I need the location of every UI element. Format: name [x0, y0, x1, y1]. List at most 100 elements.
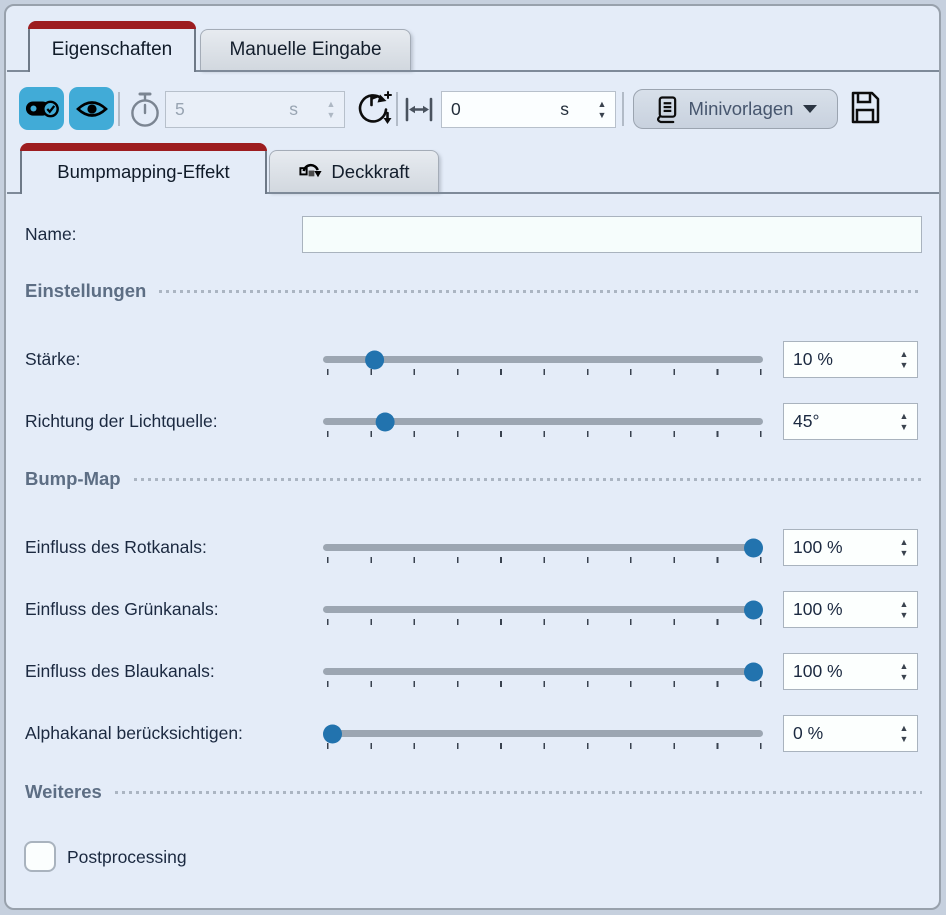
- spin-down-icon[interactable]: ▼: [899, 671, 909, 682]
- spin-down-icon[interactable]: ▼: [326, 109, 336, 120]
- section-dotted-line: [114, 790, 922, 794]
- slider-ticks: [327, 431, 763, 437]
- slider-handle[interactable]: [323, 724, 342, 743]
- tabstrip-divider: [7, 70, 939, 72]
- tab-bumpmapping-effekt[interactable]: Bumpmapping-Effekt: [20, 143, 267, 194]
- chevron-down-icon: [803, 105, 818, 113]
- spin-up-icon[interactable]: ▲: [899, 410, 909, 421]
- spin-up-icon[interactable]: ▲: [597, 98, 607, 109]
- spinbox-spinner: ▲ ▼: [896, 532, 912, 562]
- eye-icon: [75, 97, 108, 121]
- slider-row-alphakanal: Alphakanal berücksichtigen: 0 % ▲ ▼: [0, 713, 946, 757]
- toggle-active-button[interactable]: [19, 87, 64, 130]
- blaukanal-spinbox[interactable]: 100 % ▲ ▼: [783, 653, 918, 690]
- slider-label: Richtung der Lichtquelle:: [25, 411, 218, 431]
- richtung-spinbox[interactable]: 45° ▲ ▼: [783, 403, 918, 440]
- spinbox-value[interactable]: 100 %: [793, 537, 843, 557]
- toolbar-separator: [622, 92, 624, 126]
- toggle-check-icon: [25, 97, 59, 121]
- keyframe-rotate-icon: [298, 159, 323, 185]
- minivorlagen-label: Minivorlagen: [688, 98, 794, 119]
- tab-deckkraft[interactable]: Deckkraft: [269, 150, 439, 192]
- active-tab-accent: [28, 21, 196, 29]
- slider-ticks: [327, 557, 763, 563]
- alphakanal-spinbox[interactable]: 0 % ▲ ▼: [783, 715, 918, 752]
- tab-bumpmapping-effekt-label: Bumpmapping-Effekt: [57, 161, 230, 182]
- duration-field[interactable]: 5 s ▲ ▼: [165, 91, 345, 128]
- rotkanal-slider[interactable]: [323, 538, 763, 557]
- stopwatch-icon: [127, 91, 163, 128]
- slider-handle[interactable]: [744, 538, 763, 557]
- spin-up-icon[interactable]: ▲: [899, 598, 909, 609]
- subtabstrip-divider: [7, 192, 939, 194]
- offset-value[interactable]: 0: [451, 99, 461, 119]
- offset-spinner: ▲ ▼: [594, 94, 610, 124]
- slider-label: Einfluss des Blaukanals:: [25, 661, 215, 681]
- rotkanal-spinbox[interactable]: 100 % ▲ ▼: [783, 529, 918, 566]
- slider-label: Einfluss des Rotkanals:: [25, 537, 207, 557]
- spin-down-icon[interactable]: ▼: [899, 359, 909, 370]
- slider-ticks: [327, 369, 763, 375]
- tab-deckkraft-label: Deckkraft: [331, 160, 410, 182]
- spin-down-icon[interactable]: ▼: [899, 733, 909, 744]
- section-weiteres: Weiteres: [25, 779, 922, 805]
- spinbox-value[interactable]: 100 %: [793, 599, 843, 619]
- minivorlagen-button[interactable]: Minivorlagen: [633, 89, 838, 129]
- slider-handle[interactable]: [744, 662, 763, 681]
- spinbox-spinner: ▲ ▼: [896, 406, 912, 436]
- section-bump-map-label: Bump-Map: [25, 468, 121, 489]
- spin-down-icon[interactable]: ▼: [597, 109, 607, 120]
- richtung-slider[interactable]: [323, 412, 763, 431]
- offset-field[interactable]: 0 s ▲ ▼: [441, 91, 616, 128]
- slider-handle[interactable]: [744, 600, 763, 619]
- name-input[interactable]: [302, 216, 922, 253]
- toolbar-separator: [118, 92, 120, 126]
- spin-up-icon[interactable]: ▲: [899, 536, 909, 547]
- tab-eigenschaften[interactable]: Eigenschaften: [28, 21, 196, 72]
- active-tab-accent: [20, 143, 267, 151]
- slider-handle[interactable]: [365, 350, 385, 369]
- tab-manuelle-eingabe-label: Manuelle Eingabe: [229, 39, 382, 60]
- gruenkanal-spinbox[interactable]: 100 % ▲ ▼: [783, 591, 918, 628]
- postprocessing-checkbox[interactable]: [24, 841, 56, 872]
- spin-up-icon[interactable]: ▲: [899, 348, 909, 359]
- spin-down-icon[interactable]: ▼: [899, 547, 909, 558]
- spinbox-value[interactable]: 100 %: [793, 661, 843, 681]
- postprocessing-label: Postprocessing: [67, 847, 187, 867]
- section-dotted-line: [159, 289, 922, 293]
- staerke-spinbox[interactable]: 10 % ▲ ▼: [783, 341, 918, 378]
- toolbar-separator: [396, 92, 398, 126]
- staerke-slider[interactable]: [323, 350, 763, 369]
- spin-down-icon[interactable]: ▼: [899, 609, 909, 620]
- tab-manuelle-eingabe[interactable]: Manuelle Eingabe: [200, 29, 411, 70]
- spinbox-spinner: ▲ ▼: [896, 656, 912, 686]
- spinbox-value[interactable]: 0 %: [793, 723, 824, 743]
- spinbox-value[interactable]: 10 %: [793, 349, 833, 369]
- section-bump-map: Bump-Map: [25, 466, 922, 492]
- spin-up-icon[interactable]: ▲: [899, 722, 909, 733]
- section-einstellungen: Einstellungen: [25, 278, 922, 304]
- spin-up-icon[interactable]: ▲: [326, 98, 336, 109]
- slider-row-richtung: Richtung der Lichtquelle: 45° ▲ ▼: [0, 401, 946, 445]
- section-dotted-line: [133, 477, 922, 481]
- save-icon[interactable]: [849, 90, 881, 125]
- slider-label: Stärke:: [25, 349, 81, 369]
- spin-down-icon[interactable]: ▼: [899, 421, 909, 432]
- slider-row-staerke: Stärke: 10 % ▲ ▼: [0, 339, 946, 383]
- slider-label: Alphakanal berücksichtigen:: [25, 723, 243, 743]
- slider-ticks: [327, 743, 763, 749]
- spinbox-spinner: ▲ ▼: [896, 594, 912, 624]
- blaukanal-slider[interactable]: [323, 662, 763, 681]
- spin-up-icon[interactable]: ▲: [899, 660, 909, 671]
- gruenkanal-slider[interactable]: [323, 600, 763, 619]
- alphakanal-slider[interactable]: [323, 724, 763, 743]
- spinbox-value[interactable]: 45°: [793, 411, 820, 431]
- reset-duration-icon[interactable]: [352, 88, 394, 130]
- slider-handle[interactable]: [375, 412, 395, 431]
- duration-value[interactable]: 5: [175, 99, 185, 119]
- visibility-button[interactable]: [69, 87, 114, 130]
- section-weiteres-label: Weiteres: [25, 781, 102, 802]
- slider-ticks: [327, 619, 763, 625]
- spinbox-spinner: ▲ ▼: [896, 718, 912, 748]
